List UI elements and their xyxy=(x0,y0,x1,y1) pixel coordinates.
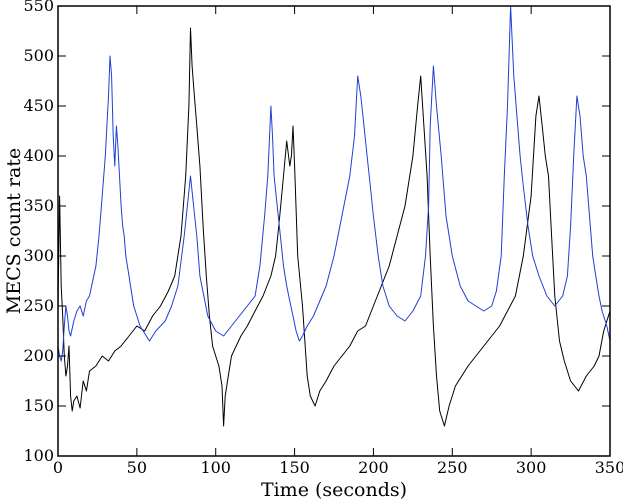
x-tick-label: 300 xyxy=(516,458,547,477)
x-tick-label: 100 xyxy=(200,458,231,477)
x-axis-title: Time (seconds) xyxy=(261,479,407,501)
x-tick-label: 0 xyxy=(53,458,63,477)
series-line-2 xyxy=(57,5,611,362)
y-tick-label: 500 xyxy=(23,46,54,65)
y-tick-label: 250 xyxy=(23,296,54,315)
plot-frame xyxy=(57,5,611,457)
y-tick-label: 300 xyxy=(23,246,54,265)
plot-lines xyxy=(57,5,611,427)
x-tick-label: 200 xyxy=(358,458,389,477)
y-tick-label: 450 xyxy=(23,96,54,115)
x-tick-label: 50 xyxy=(127,458,147,477)
y-tick-label: 150 xyxy=(23,396,54,415)
y-axis-title: MECS count rate xyxy=(3,148,25,314)
y-tick-label: 550 xyxy=(23,0,54,15)
x-axis: 0 50 100 150 200 250 300 350 xyxy=(53,6,623,477)
x-tick-label: 250 xyxy=(437,458,468,477)
series-line-1 xyxy=(57,27,611,427)
y-tick-label: 200 xyxy=(23,346,54,365)
y-tick-label: 350 xyxy=(23,196,54,215)
x-tick-label: 150 xyxy=(279,458,310,477)
y-axis: 100 150 200 250 300 350 400 450 500 550 xyxy=(23,0,610,465)
y-tick-label: 400 xyxy=(23,146,54,165)
x-tick-label: 350 xyxy=(595,458,623,477)
y-tick-label: 100 xyxy=(23,446,54,465)
